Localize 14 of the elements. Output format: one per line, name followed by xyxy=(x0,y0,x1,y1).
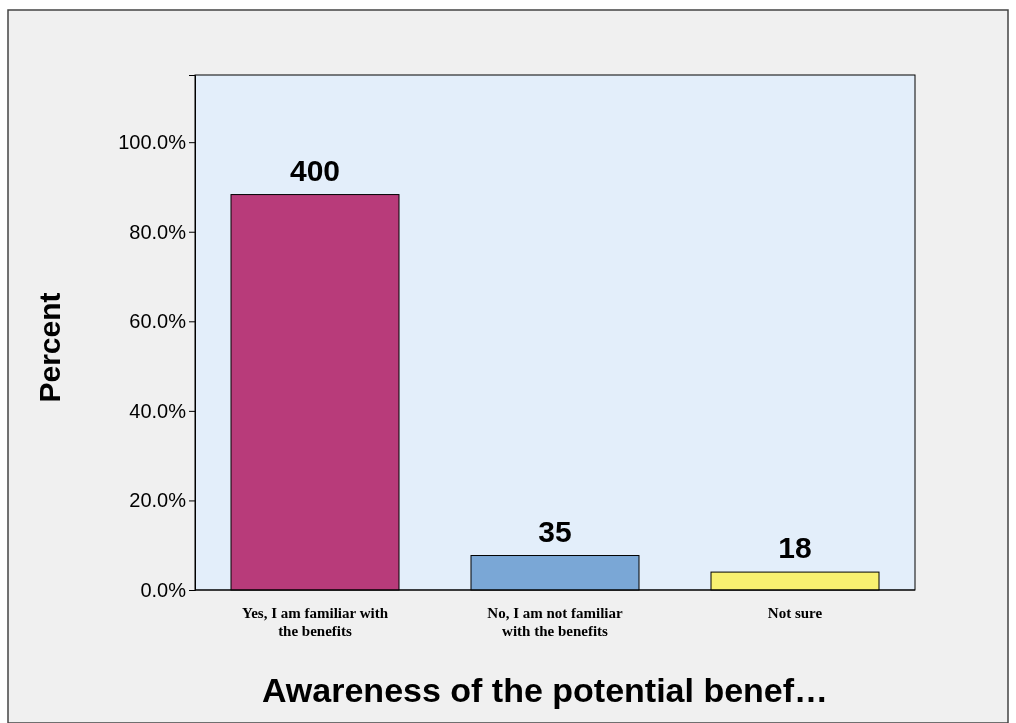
y-tick-label: 0.0% xyxy=(140,578,187,601)
y-tick-label: 40.0% xyxy=(129,399,187,422)
y-tick-label: 100.0% xyxy=(118,131,187,154)
x-tick-label: No, I am not familiar with the benefits xyxy=(487,605,624,639)
annotation: 18 xyxy=(778,531,812,565)
y-tick-label: 20.0% xyxy=(129,489,187,512)
annotation: 400 xyxy=(289,153,341,187)
y-axis-title: Percent xyxy=(33,292,66,403)
x-tick-label: Not sure xyxy=(767,605,823,621)
x-tick-label: Yes, I am familiar with the benefits xyxy=(242,605,389,639)
x-axis-title: Awareness of the potential benef… xyxy=(261,671,829,709)
annotation: 35 xyxy=(538,514,572,548)
y-tick-label: 60.0% xyxy=(129,310,187,333)
y-tick-label: 80.0% xyxy=(129,220,187,243)
